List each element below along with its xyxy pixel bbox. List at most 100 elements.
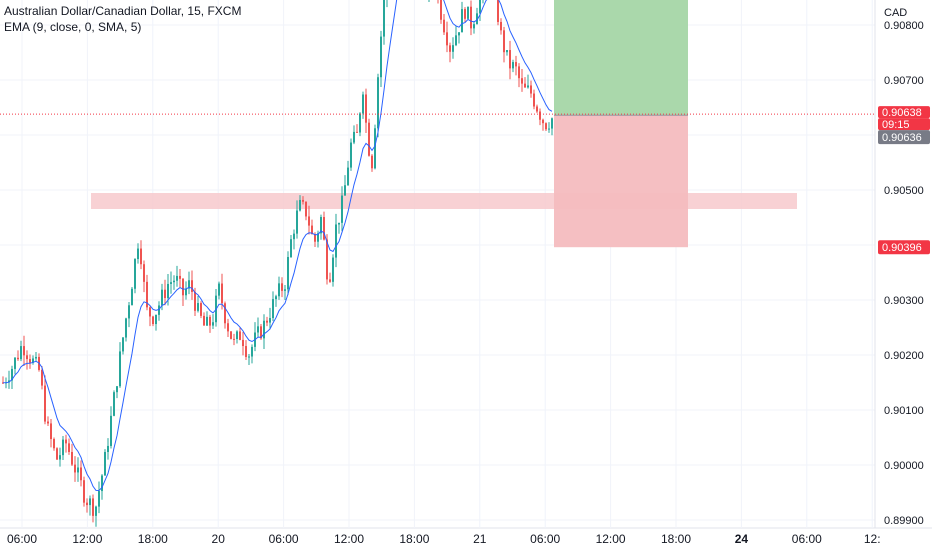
candle-body	[299, 199, 301, 211]
candle-body	[95, 506, 97, 516]
x-tick-label: 24	[735, 532, 749, 546]
y-tick-label: 0.90000	[884, 460, 924, 472]
candle-body	[506, 50, 508, 53]
candle-body	[545, 123, 547, 130]
candle-body	[80, 467, 82, 481]
candle-body	[200, 303, 202, 316]
candle-body	[467, 6, 469, 19]
candle-body	[44, 385, 46, 422]
candle-body	[32, 358, 34, 363]
candle-body	[110, 415, 112, 446]
candle-body	[245, 346, 247, 357]
x-tick-label: 21	[473, 532, 487, 546]
x-tick-label: 18:00	[138, 532, 168, 546]
candle-body	[113, 392, 115, 416]
candle-body	[161, 289, 163, 306]
candle-body	[122, 337, 124, 352]
candle-body	[65, 439, 67, 444]
x-tick-label: 12:00	[334, 532, 364, 546]
candle-body	[101, 475, 103, 492]
candle-body	[275, 296, 277, 300]
candle-body	[134, 259, 136, 289]
candle-body	[278, 283, 280, 297]
candle-body	[164, 289, 166, 299]
time-axis[interactable]: 06:00 12:00 18:00 20 06:00 12:00 18:00 21 06:00 1…	[7, 532, 881, 546]
candle-body	[230, 331, 232, 339]
resistance-zone	[91, 193, 797, 209]
candle-body	[116, 386, 118, 393]
candle-body	[236, 331, 238, 340]
candle-body	[470, 6, 472, 29]
candle-body	[98, 491, 100, 507]
candle-body	[518, 66, 520, 79]
x-tick-label: 12:00	[72, 532, 102, 546]
loss-zone	[554, 115, 688, 248]
candle-body	[449, 45, 451, 52]
candle-body	[8, 380, 10, 383]
candle-body	[458, 32, 460, 36]
candle-body	[362, 94, 364, 114]
y-tick-label: 0.89900	[884, 515, 924, 527]
candle-body	[224, 303, 226, 324]
candle-body	[71, 451, 73, 465]
candle-body	[380, 36, 382, 78]
y-tick-label: 0.90800	[884, 20, 924, 32]
candle-body	[173, 280, 175, 283]
candle-body	[206, 316, 208, 326]
candle-body	[515, 62, 517, 67]
candle-body	[41, 369, 43, 386]
badge-label: 0.90636	[882, 132, 922, 144]
indicator-label: EMA (9, close, 0, SMA, 5)	[4, 20, 142, 34]
candle-body	[347, 167, 349, 186]
candle-body	[503, 30, 505, 53]
grid-lines	[0, 0, 932, 529]
candle-body	[188, 280, 190, 289]
x-tick-label: 06:00	[7, 532, 37, 546]
x-tick-label: 12:00	[596, 532, 626, 546]
x-tick-label: 06:00	[792, 532, 822, 546]
candlestick-series	[2, 0, 553, 527]
candle-body	[257, 326, 259, 333]
candle-body	[185, 288, 187, 296]
candle-body	[158, 305, 160, 315]
y-tick-label: 0.90300	[884, 295, 924, 307]
badge-bg	[878, 240, 930, 255]
x-tick-label: 06:00	[530, 532, 560, 546]
candle-body	[500, 21, 502, 31]
zone-rect	[91, 193, 797, 209]
candle-body	[461, 9, 463, 33]
candle-body	[530, 85, 532, 94]
candle-body	[248, 356, 250, 358]
candle-body	[212, 322, 214, 326]
profit-zone	[554, 0, 688, 116]
ema-polyline	[2, 0, 553, 492]
candle-body	[353, 131, 355, 143]
candle-body	[260, 326, 262, 339]
candle-body	[86, 502, 88, 506]
candle-body	[296, 210, 298, 234]
y-tick-label: 0.90700	[884, 75, 924, 87]
candle-body	[356, 131, 358, 133]
candle-body	[107, 445, 109, 453]
candle-body	[308, 216, 310, 226]
candle-body	[209, 316, 211, 326]
candle-body	[269, 318, 271, 323]
candle-body	[68, 443, 70, 452]
candle-body	[374, 128, 376, 169]
ema-line	[2, 0, 553, 492]
candle-body	[284, 289, 286, 291]
y-tick-label: 0.90500	[884, 185, 924, 197]
candle-body	[143, 264, 145, 282]
candle-body	[83, 480, 85, 503]
candle-body	[551, 118, 553, 129]
price-badge-countdown: 09:15	[878, 118, 930, 131]
price-badge-entry: 0.90636	[878, 130, 930, 145]
long-position-tool[interactable]	[554, 0, 688, 248]
candle-body	[197, 303, 199, 311]
badge-bg	[878, 106, 930, 119]
x-tick-label: 18:00	[661, 532, 691, 546]
symbol-title: Australian Dollar/Canadian Dollar, 15, F…	[4, 4, 242, 18]
candle-body	[377, 77, 379, 129]
badge-bg	[878, 130, 930, 145]
